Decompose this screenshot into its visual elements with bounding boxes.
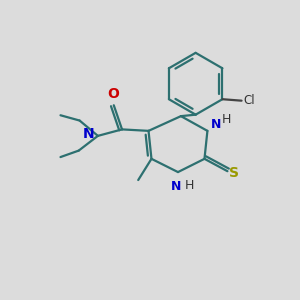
Text: Cl: Cl (243, 94, 255, 107)
Text: O: O (107, 87, 119, 101)
Text: N: N (82, 128, 94, 141)
Text: N: N (211, 118, 221, 131)
Text: H: H (221, 113, 231, 127)
Text: S: S (230, 166, 239, 180)
Text: N: N (171, 180, 182, 193)
Text: H: H (184, 179, 194, 192)
